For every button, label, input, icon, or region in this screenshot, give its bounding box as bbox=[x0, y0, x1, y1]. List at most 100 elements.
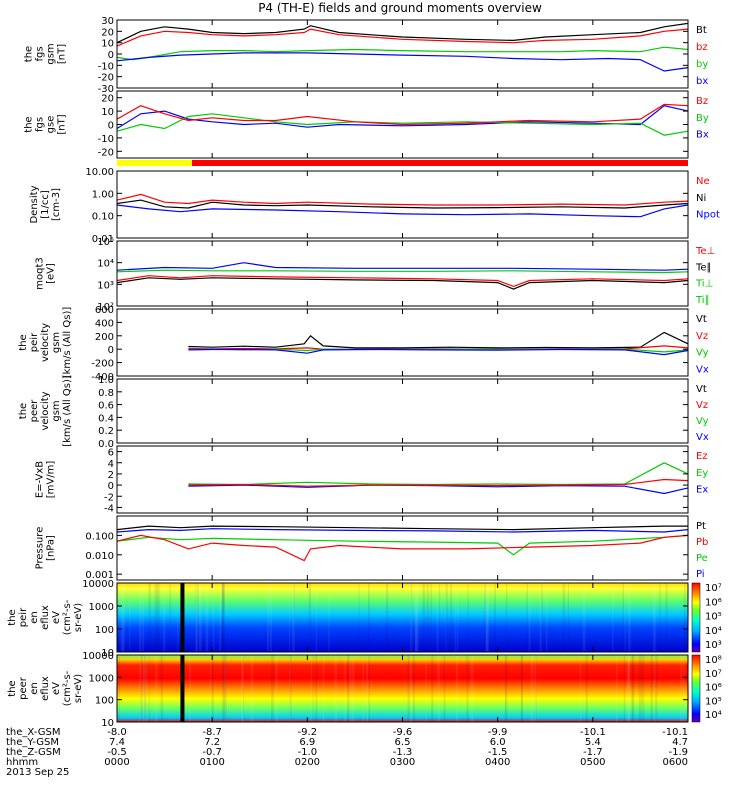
series-Ti∥ bbox=[117, 270, 688, 272]
spectrogram-streak bbox=[446, 583, 448, 652]
spectrogram-streak bbox=[177, 583, 178, 652]
legend-Npot: Npot bbox=[696, 210, 720, 221]
spectrogram-streak bbox=[437, 583, 439, 652]
y-tick-label: 10³ bbox=[97, 280, 114, 291]
y-axis-label: en bbox=[29, 682, 40, 695]
y-axis-label: (cm²-s- bbox=[62, 599, 73, 635]
spectrogram-streak bbox=[485, 583, 487, 652]
y-axis-label: Density bbox=[29, 185, 40, 223]
y-tick-label: 100 bbox=[95, 625, 114, 636]
y-axis-label: eV bbox=[51, 682, 62, 695]
spectrogram-streak bbox=[309, 583, 311, 652]
y-tick-label: 0 bbox=[108, 345, 114, 356]
spectrogram-streak bbox=[267, 583, 269, 652]
y-axis-label: the bbox=[24, 46, 35, 62]
spectrogram-streak bbox=[471, 655, 474, 722]
legend-Pi: Pi bbox=[696, 569, 705, 580]
colorbar-label: 10⁷ bbox=[705, 669, 722, 680]
y-tick-label: 200 bbox=[95, 332, 114, 343]
spectrogram-streak bbox=[224, 655, 226, 722]
spectrogram-streak bbox=[639, 655, 642, 722]
y-axis-label: [cm-3] bbox=[51, 188, 62, 221]
legend-Bx: Bx bbox=[696, 130, 709, 141]
spectrogram-streak bbox=[219, 583, 221, 652]
y-tick-label: 0.6 bbox=[98, 401, 114, 412]
y-tick-label: 20 bbox=[101, 27, 114, 38]
y-axis-label: fgs bbox=[35, 117, 46, 132]
spectrogram-streak bbox=[362, 655, 364, 722]
y-axis-label: gsm bbox=[51, 332, 62, 353]
spectrogram-streak bbox=[289, 655, 291, 722]
spectrogram-peir_spec bbox=[117, 583, 688, 652]
legend-Ti∥: Ti∥ bbox=[695, 295, 710, 306]
colorbar-label: 10⁴ bbox=[705, 710, 722, 721]
y-axis-label: [nT] bbox=[57, 44, 68, 64]
panel-peer_spec: 10⁸10⁷10⁶10⁵10⁴10000100010010the peer en ef… bbox=[7, 651, 722, 729]
spectrogram-streak bbox=[410, 583, 412, 652]
spectrogram-streak bbox=[154, 583, 157, 652]
legend-Vx: Vx bbox=[696, 364, 709, 375]
panel-temperature: Te⊥ Te∥ Ti⊥ Ti∥ 10⁵ 10⁴ 10³ 10² moqt3 [eV] bbox=[35, 237, 716, 313]
spectrogram-streak bbox=[422, 583, 425, 652]
spectrogram-streak bbox=[352, 655, 354, 722]
y-axis-label: sr-eV) bbox=[73, 674, 84, 703]
series-Vx bbox=[188, 350, 688, 355]
spectrogram-streak bbox=[316, 583, 317, 652]
series-Ez bbox=[188, 480, 688, 487]
spectrogram-streak bbox=[642, 655, 645, 722]
y-tick-label: 0 bbox=[108, 50, 114, 61]
spectrogram-streak bbox=[616, 655, 618, 722]
y-tick-label: 100 bbox=[95, 696, 114, 707]
footer-value: 0000 bbox=[104, 757, 129, 768]
spectrogram-streak bbox=[119, 655, 120, 722]
spectrogram-streak bbox=[541, 583, 542, 652]
panel-fgs_gse: Bz By Bx 20 10 0 -10 -20 the fgs gse [nT] bbox=[24, 91, 709, 158]
footer-value: 0600 bbox=[663, 757, 688, 768]
legend-Ey: Ey bbox=[696, 468, 708, 479]
y-tick-label: -20 bbox=[98, 147, 114, 158]
y-tick-label: 1.0 bbox=[98, 375, 114, 386]
y-tick-label: 0.8 bbox=[98, 388, 114, 399]
spectrogram-streak bbox=[347, 655, 349, 722]
panel-frame bbox=[117, 516, 688, 580]
spectrogram-streak bbox=[506, 583, 507, 652]
y-tick-label: 20 bbox=[101, 94, 114, 105]
panel-fgs_gsm: Bt bz by bx 3020100-10-20-30 the fgs gsm [nT] bbox=[24, 16, 709, 95]
panel-frame bbox=[117, 241, 688, 306]
y-tick-label: 0.10 bbox=[92, 212, 114, 223]
footer-value: 0100 bbox=[199, 757, 224, 768]
panel-density: NeNiNpot10.001.000.100.01Density [1/cc] [c… bbox=[29, 167, 720, 245]
y-axis-label: en bbox=[29, 611, 40, 624]
mode-bar-red bbox=[192, 160, 688, 166]
y-tick-label: 400 bbox=[95, 318, 114, 329]
legend-Ez: Ez bbox=[696, 451, 708, 462]
legend-Vz: Vz bbox=[696, 331, 708, 342]
spectrogram-streak bbox=[684, 583, 686, 652]
y-tick-label: -20 bbox=[98, 73, 114, 84]
y-axis-label: [eV] bbox=[46, 263, 57, 284]
colorbar-label: 10⁵ bbox=[705, 612, 722, 623]
spectrogram-streak bbox=[444, 655, 446, 722]
spectrogram-streak bbox=[529, 583, 531, 652]
spectrogram-streak bbox=[624, 655, 625, 722]
spectrogram-streak bbox=[425, 655, 427, 722]
spectrogram-streak bbox=[625, 583, 626, 652]
panel-frame bbox=[117, 446, 688, 513]
panel-peir_velocity: VtVzVyVx6004002000-200-400the peir velocit… bbox=[18, 305, 709, 383]
colorbar-label: 10⁸ bbox=[705, 655, 722, 666]
legend-Vz: Vz bbox=[696, 400, 708, 411]
legend-Vt: Vt bbox=[696, 384, 707, 395]
footer-value: 0300 bbox=[390, 757, 415, 768]
y-axis-label: eflux bbox=[40, 605, 51, 630]
panel-pressure: PtPbPePi0.1000.0100.001Pressure [nPa] bbox=[35, 516, 709, 581]
y-tick-label: 10⁵ bbox=[97, 237, 114, 248]
spectrogram-streak bbox=[349, 655, 351, 722]
y-axis-label: [nPa] bbox=[46, 535, 57, 561]
y-tick-label: -2 bbox=[104, 492, 114, 503]
spectrogram-streak bbox=[366, 655, 368, 722]
y-tick-label: 1.00 bbox=[92, 189, 114, 200]
y-tick-label: 4 bbox=[108, 459, 114, 470]
legend-Vx: Vx bbox=[696, 432, 709, 443]
colorbar-label: 10⁶ bbox=[705, 683, 722, 694]
